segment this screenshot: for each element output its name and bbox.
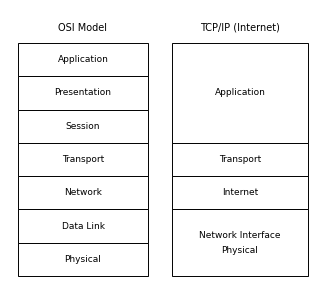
- Text: TCP/IP (Internet): TCP/IP (Internet): [200, 23, 280, 33]
- Bar: [18, 143, 148, 176]
- Bar: [18, 209, 148, 243]
- Text: Network Interface
Physical: Network Interface Physical: [199, 231, 281, 255]
- Bar: [18, 110, 148, 143]
- Text: Presentation: Presentation: [54, 88, 111, 97]
- Text: Data Link: Data Link: [62, 222, 105, 231]
- Text: Session: Session: [66, 122, 100, 131]
- Bar: [172, 143, 308, 176]
- Bar: [172, 176, 308, 209]
- Bar: [18, 76, 148, 110]
- Text: OSI Model: OSI Model: [59, 23, 108, 33]
- Bar: [18, 243, 148, 276]
- Bar: [18, 43, 148, 76]
- Text: Transport: Transport: [62, 155, 104, 164]
- Bar: [172, 209, 308, 276]
- Text: Internet: Internet: [222, 188, 258, 197]
- Text: Network: Network: [64, 188, 102, 197]
- Bar: [172, 43, 308, 143]
- Text: Physical: Physical: [64, 255, 101, 264]
- Text: Application: Application: [214, 88, 265, 97]
- Bar: [18, 176, 148, 209]
- Text: Application: Application: [58, 55, 109, 64]
- Text: Transport: Transport: [219, 155, 261, 164]
